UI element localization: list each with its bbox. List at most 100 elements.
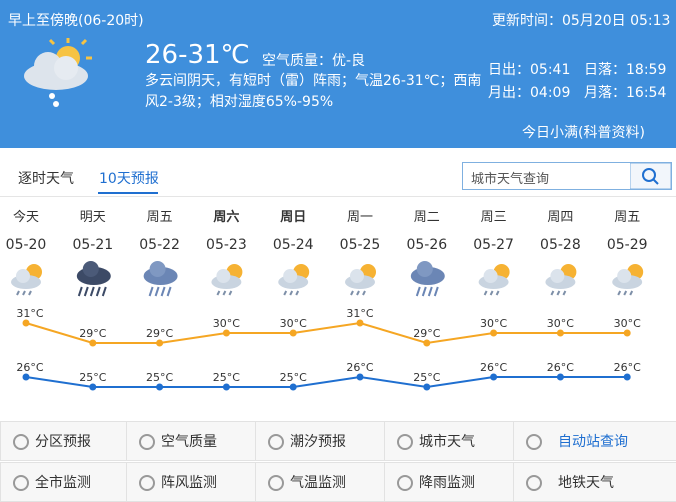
- tab[interactable]: 逐时天气: [18, 171, 74, 187]
- link-icon: [139, 434, 155, 450]
- temp-label: 25°C: [413, 371, 440, 384]
- link-icon: [397, 475, 413, 491]
- temp-dot: [556, 329, 564, 337]
- weather-icon: [11, 264, 42, 296]
- drop: [228, 290, 233, 296]
- description: 多云间阴天，有短时（雷）阵雨；气温26-31℃；西南风2-3级；相对湿度65%-…: [145, 73, 482, 110]
- temp-line: [25, 321, 628, 345]
- cloud: [149, 261, 166, 277]
- temp-label: 26°C: [480, 361, 507, 374]
- drop: [489, 290, 494, 296]
- link-label: 潮汐预报: [290, 434, 346, 450]
- cloud: [283, 269, 298, 283]
- link-label: 降雨监测: [419, 475, 475, 491]
- temp-dot: [289, 329, 297, 337]
- day-name: 周二: [414, 210, 440, 225]
- temp-label: 30°C: [280, 317, 307, 330]
- temp-label: 30°C: [480, 317, 507, 330]
- day-name: 周四: [547, 210, 573, 225]
- day-date: 05-25: [340, 237, 381, 253]
- drop: [22, 290, 26, 296]
- moonset: 月落：16:54: [584, 85, 667, 101]
- weather-icon: [612, 264, 644, 296]
- cloud: [416, 261, 433, 277]
- drop: [495, 290, 500, 296]
- drop: [415, 286, 421, 297]
- search-button[interactable]: [630, 163, 671, 189]
- drop: [623, 290, 628, 296]
- search-box[interactable]: 城市天气查询: [462, 162, 672, 190]
- weather-icon: [478, 264, 510, 296]
- cloud: [483, 269, 498, 283]
- link[interactable]: 分区预报: [0, 421, 127, 461]
- link[interactable]: 全市监测: [0, 462, 127, 502]
- solar-term-link[interactable]: 今日小满(科普资料): [522, 125, 645, 141]
- drop: [350, 290, 354, 296]
- link-label: 气温监测: [290, 475, 346, 491]
- drop: [617, 290, 622, 296]
- link-grid: 分区预报 空气质量 潮汐预报 城市天气 自动站查询全市监测 阵风监测 气温监测 降雨监测 地铁天…: [0, 421, 676, 502]
- link[interactable]: 潮汐预报: [255, 421, 385, 461]
- link[interactable]: 阵风监测: [126, 462, 256, 502]
- temp-label: 25°C: [213, 371, 240, 384]
- temp-dot: [289, 383, 297, 391]
- drop: [629, 290, 634, 296]
- temp-label: 30°C: [547, 317, 574, 330]
- drop: [562, 290, 567, 296]
- link-label: 空气质量: [161, 434, 217, 450]
- cloud: [350, 269, 364, 283]
- day-date: 05-29: [607, 237, 648, 253]
- update-time: 更新时间：05月20日 05:13: [492, 13, 671, 29]
- day-name: 周三: [481, 210, 507, 225]
- link-label: 城市天气: [419, 434, 475, 450]
- air-quality: 空气质量：优-良: [262, 53, 366, 69]
- temp-dot: [22, 319, 30, 327]
- temp-label: 29°C: [146, 327, 173, 340]
- temp-label: 30°C: [213, 317, 240, 330]
- day-date: 05-28: [540, 237, 581, 253]
- weather-icon: [410, 261, 445, 297]
- link[interactable]: 城市天气: [384, 421, 514, 461]
- temp-label: 29°C: [79, 327, 106, 340]
- temp-dot: [423, 383, 431, 391]
- link-label: 阵风监测: [161, 475, 217, 491]
- weather-icon: [278, 264, 310, 296]
- day-name: 今天: [13, 209, 39, 225]
- drop: [427, 286, 433, 297]
- temp-line: [25, 375, 628, 389]
- temp-dot: [556, 373, 564, 381]
- temp-label: 25°C: [79, 371, 106, 384]
- temp-dot: [22, 373, 30, 381]
- weather-icon: [143, 261, 178, 297]
- tab-underline: [98, 192, 158, 194]
- drop: [556, 290, 561, 296]
- drop: [283, 290, 288, 296]
- link-label: 分区预报: [35, 434, 91, 450]
- drop: [166, 286, 172, 297]
- weather-icon: [345, 264, 376, 296]
- day-date: 05-21: [72, 237, 113, 253]
- cloud: [550, 269, 565, 283]
- link[interactable]: 地铁天气: [513, 462, 676, 502]
- temp-dot: [156, 339, 164, 347]
- day-name: 周六: [213, 209, 239, 225]
- temp-label: 31°C: [346, 307, 373, 320]
- temp-label: 26°C: [614, 361, 641, 374]
- weather-icon: [76, 261, 111, 297]
- temp-dot: [423, 339, 431, 347]
- day-name: 周一: [347, 210, 373, 225]
- temp-label: 31°C: [16, 307, 43, 320]
- drop: [216, 290, 221, 296]
- tab-active[interactable]: 10天预报: [99, 171, 159, 187]
- link[interactable]: 气温监测: [255, 462, 385, 502]
- temp-label: 25°C: [146, 371, 173, 384]
- day-name: 周五: [147, 210, 173, 225]
- drop: [289, 290, 294, 296]
- link[interactable]: 空气质量: [126, 421, 256, 461]
- temp-dot: [356, 373, 364, 381]
- cloud: [82, 261, 99, 277]
- link[interactable]: 自动站查询: [513, 421, 676, 461]
- link[interactable]: 降雨监测: [384, 462, 514, 502]
- drop: [89, 286, 95, 297]
- temp-label: 26°C: [346, 361, 373, 374]
